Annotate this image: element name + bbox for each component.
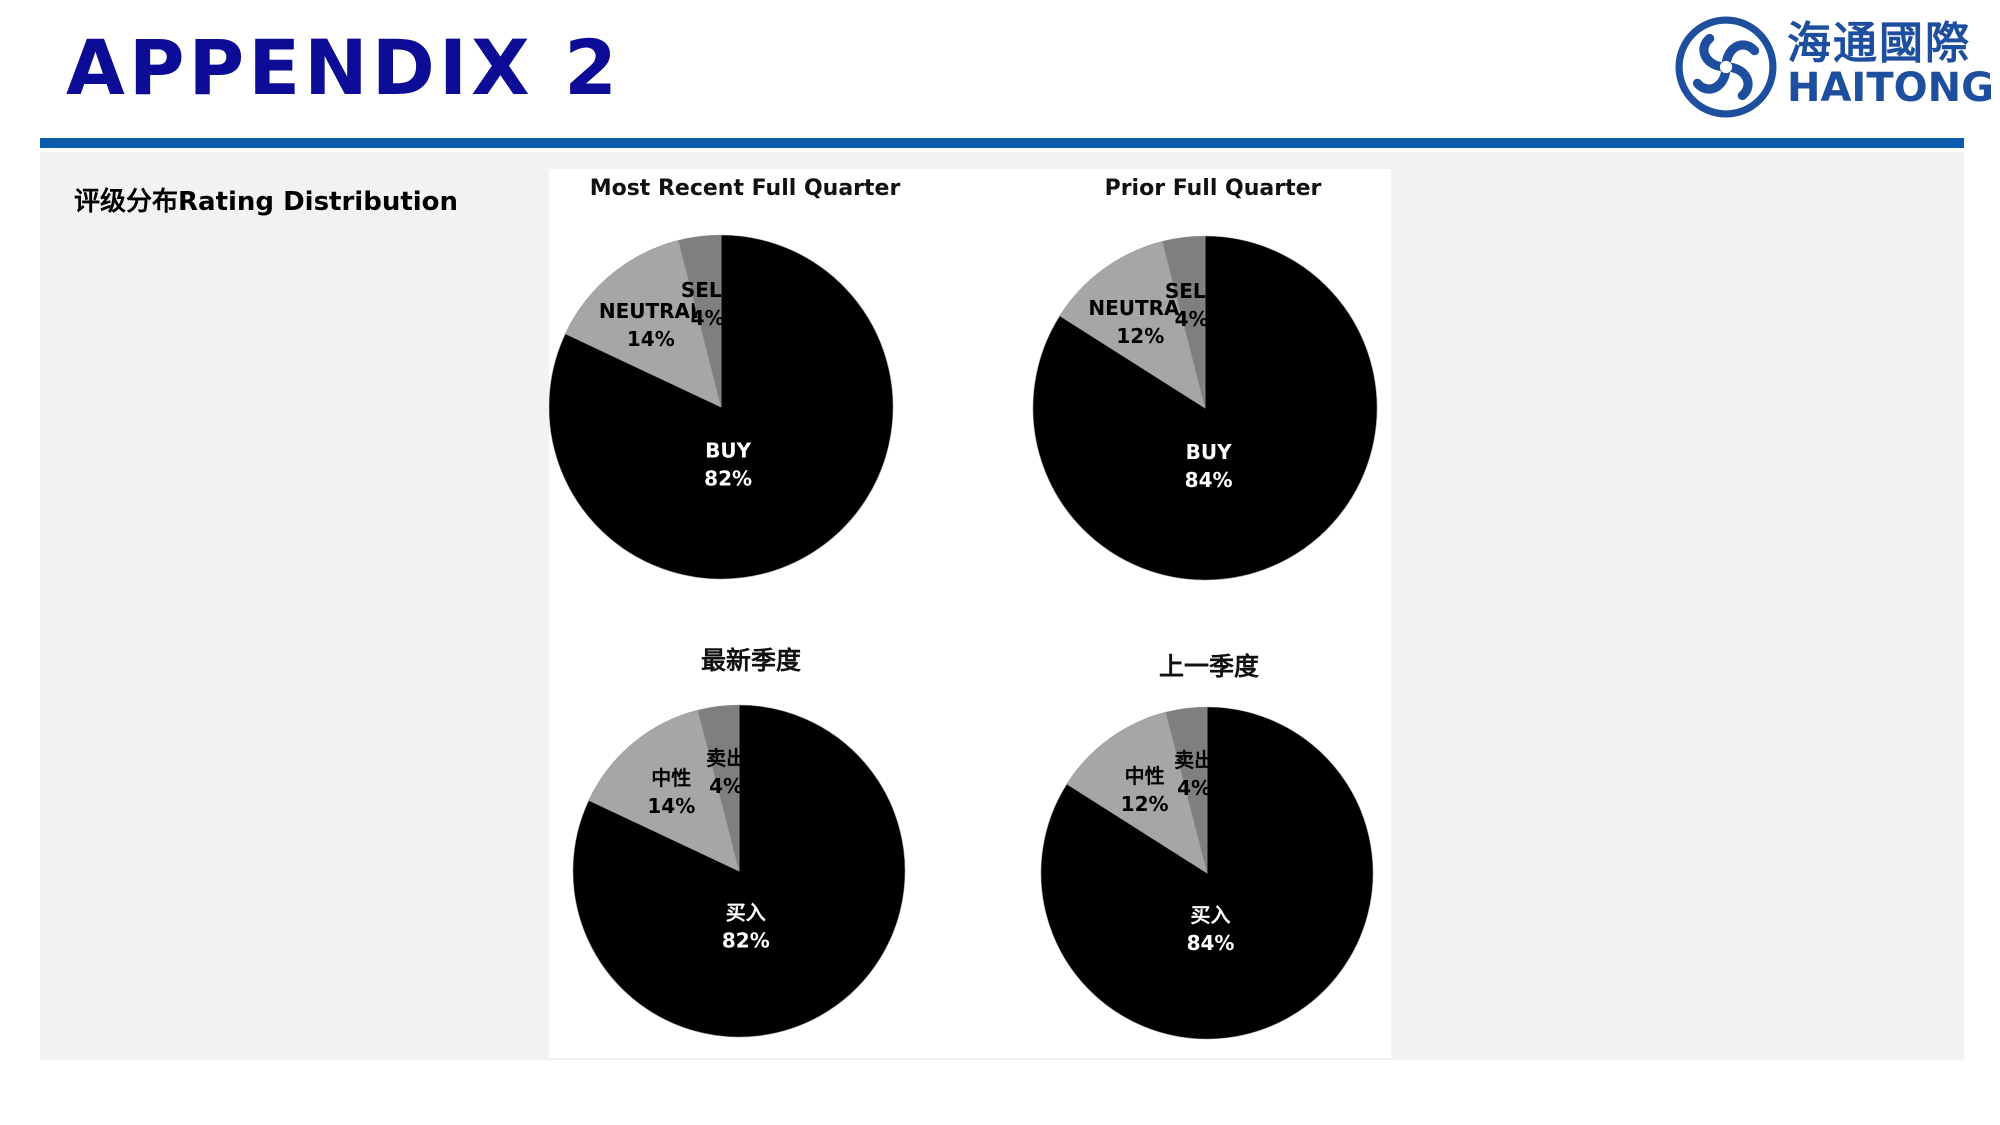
slice-category-label: 买入 xyxy=(726,901,766,925)
slice-category-label: NEUTRAL xyxy=(1088,296,1192,320)
slice-value-label: 84% xyxy=(1187,931,1235,955)
slice-category-label: 中性 xyxy=(651,766,691,790)
pie-title: Most Recent Full Quarter xyxy=(590,176,901,201)
pie-slice xyxy=(1059,241,1206,409)
rating-pie-charts: Most Recent Full Quarter BUY 82% NEUTRAL 14%… xyxy=(549,176,1378,1040)
slice-category-label: 买入 xyxy=(1191,903,1231,927)
slice-value-label: 12% xyxy=(1116,324,1164,348)
pie-slice xyxy=(1165,706,1208,874)
slice-value-label: 12% xyxy=(1121,792,1169,816)
slice-category-label: SELL xyxy=(681,278,735,302)
slice-value-label: 14% xyxy=(627,327,675,351)
rating-distribution-label: 评级分布Rating Distribution xyxy=(74,187,459,217)
slice-value-label: 4% xyxy=(1175,307,1209,331)
pie-slice xyxy=(1066,711,1208,874)
pie-slice xyxy=(1161,235,1206,409)
slice-category-label: BUY xyxy=(1186,440,1232,464)
title-divider xyxy=(40,138,1964,148)
slice-category-label: 卖出 xyxy=(1174,748,1214,772)
pie-slice xyxy=(588,709,740,872)
pie-slice xyxy=(564,240,722,408)
pie-slice xyxy=(677,234,722,408)
slice-value-label: 84% xyxy=(1185,468,1233,492)
haitong-logo: 海通國際 HAITONG xyxy=(1675,16,1994,118)
pie-chart-1: Most Recent Full Quarter BUY 82% NEUTRAL 14%… xyxy=(549,176,901,580)
slice-category-label: BUY xyxy=(705,439,751,463)
slice-category-label: 卖出 xyxy=(706,746,746,770)
slice-value-label: 82% xyxy=(704,467,752,491)
page-title: APPENDIX 2 xyxy=(66,23,622,112)
pie-title: 最新季度 xyxy=(701,646,801,675)
slice-value-label: 82% xyxy=(722,929,770,953)
slice-value-label: 4% xyxy=(691,306,725,330)
slice-category-label: 中性 xyxy=(1125,764,1165,788)
slice-category-label: NEUTRAL xyxy=(599,299,703,323)
logo-name-en: HAITONG xyxy=(1787,65,1994,111)
pie-chart-2: Prior Full Quarter BUY 84% NEUTRAL 12%SELL 4% xyxy=(1032,176,1378,581)
slice-value-label: 4% xyxy=(1177,776,1211,800)
slice-value-label: 14% xyxy=(647,794,695,818)
slice-value-label: 4% xyxy=(709,774,743,798)
slice-category-label: SELL xyxy=(1165,279,1219,303)
haitong-swirl-emblem-icon xyxy=(1675,16,1777,118)
pie-title: Prior Full Quarter xyxy=(1105,176,1322,201)
pie-slice xyxy=(697,704,740,872)
logo-name-cn: 海通國際 xyxy=(1787,18,1971,69)
pie-title: 上一季度 xyxy=(1159,652,1259,681)
